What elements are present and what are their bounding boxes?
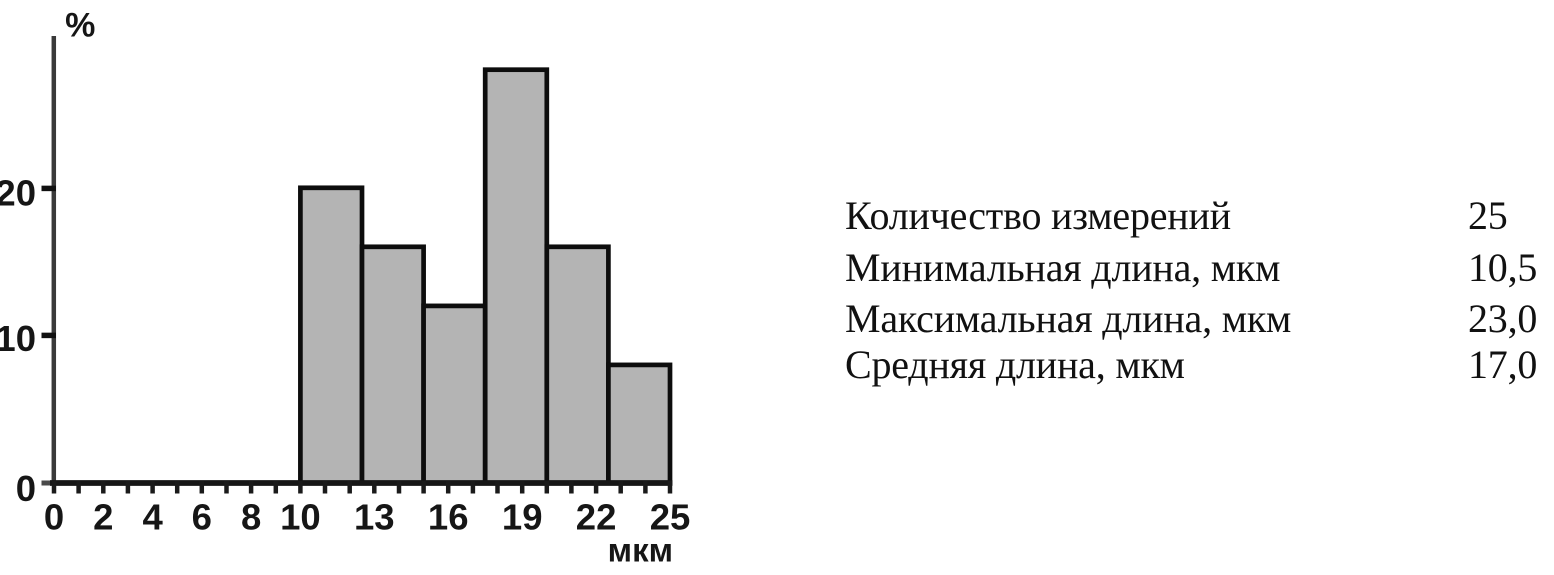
svg-text:4: 4 (142, 497, 163, 538)
svg-text:6: 6 (192, 497, 212, 538)
svg-text:0: 0 (44, 497, 64, 538)
svg-text:10: 10 (280, 497, 321, 538)
svg-text:19: 19 (502, 497, 543, 538)
svg-text:13: 13 (354, 497, 395, 538)
svg-text:25: 25 (650, 497, 691, 538)
svg-text:20: 20 (0, 173, 36, 214)
svg-text:8: 8 (241, 497, 261, 538)
svg-text:2: 2 (93, 497, 113, 538)
svg-text:10: 10 (0, 318, 36, 359)
svg-text:0: 0 (16, 468, 36, 509)
svg-text:%: % (65, 7, 95, 45)
svg-text:мкм: мкм (608, 532, 673, 569)
svg-text:22: 22 (576, 497, 617, 538)
svg-text:16: 16 (428, 497, 469, 538)
